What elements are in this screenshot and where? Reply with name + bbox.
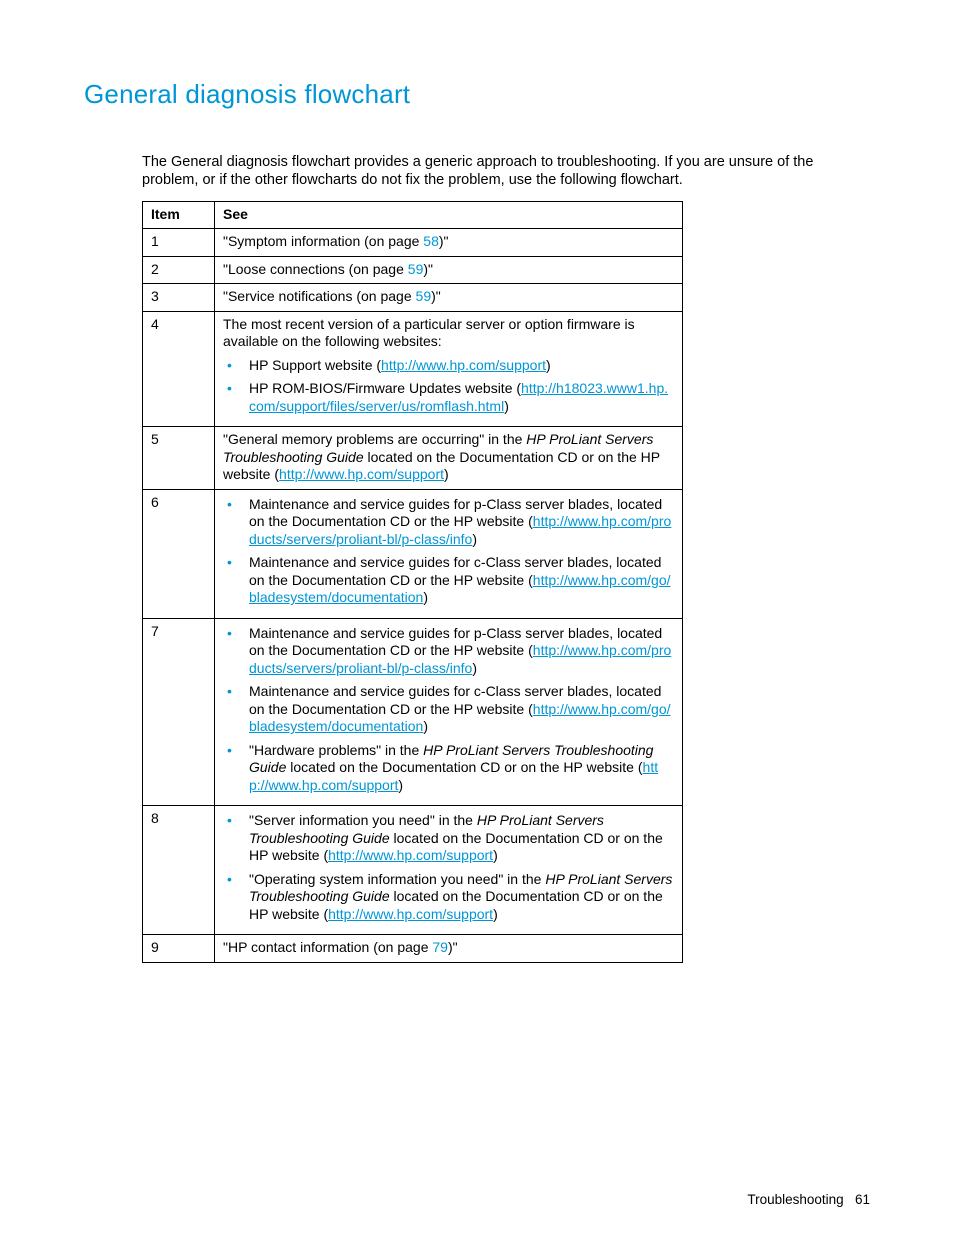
cell-see: The most recent version of a particular … [215,311,683,427]
text: "Loose connections (on page [223,261,408,277]
cell-see: "Server information you need" in the HP … [215,806,683,935]
text: ) [493,906,498,922]
text: located on the Documentation CD or on th… [286,759,642,775]
text: ) [423,589,428,605]
cell-item: 3 [143,284,215,312]
table-row: 9 "HP contact information (on page 79)" [143,935,683,963]
table-row: 3 "Service notifications (on page 59)" [143,284,683,312]
text: ) [493,847,498,863]
cell-item: 8 [143,806,215,935]
list-item: "Hardware problems" in the HP ProLiant S… [223,742,674,795]
support-link[interactable]: http://www.hp.com/support [328,906,493,922]
text: ) [472,531,477,547]
list-item: Maintenance and service guides for c-Cla… [223,554,674,607]
table-row: 8 "Server information you need" in the H… [143,806,683,935]
cell-see: "Service notifications (on page 59)" [215,284,683,312]
cell-see: "Loose connections (on page 59)" [215,256,683,284]
footer-page: 61 [855,1192,870,1207]
text: "Server information you need" in the [249,812,477,828]
text: "Symptom information (on page [223,233,423,249]
text: ) [444,466,449,482]
list-item: Maintenance and service guides for p-Cla… [223,496,674,549]
col-see-header: See [215,201,683,229]
text: "Hardware problems" in the [249,742,423,758]
text: ) [546,357,551,373]
cell-item: 4 [143,311,215,427]
reference-table: Item See 1 "Symptom information (on page… [142,201,683,963]
cell-item: 9 [143,935,215,963]
cell-item: 7 [143,618,215,806]
cell-item: 1 [143,229,215,257]
cell-see: Maintenance and service guides for p-Cla… [215,489,683,618]
page-footer: Troubleshooting 61 [747,1192,870,1209]
cell-item: 5 [143,427,215,490]
text: "HP contact information (on page [223,939,432,955]
cell-see: "HP contact information (on page 79)" [215,935,683,963]
table-row: 4 The most recent version of a particula… [143,311,683,427]
text: ) [423,718,428,734]
list-item: "Server information you need" in the HP … [223,812,674,865]
col-item-header: Item [143,201,215,229]
list-item: HP ROM-BIOS/Firmware Updates website (ht… [223,380,674,415]
text: "Service notifications (on page [223,288,416,304]
table-header-row: Item See [143,201,683,229]
text: ) [504,398,509,414]
page-ref[interactable]: 59 [416,288,432,304]
page-ref[interactable]: 59 [408,261,424,277]
text: "Operating system information you need" … [249,871,545,887]
table-row: 2 "Loose connections (on page 59)" [143,256,683,284]
list-item: Maintenance and service guides for c-Cla… [223,683,674,736]
list-item: Maintenance and service guides for p-Cla… [223,625,674,678]
list-item: "Operating system information you need" … [223,871,674,924]
cell-see: "Symptom information (on page 58)" [215,229,683,257]
table-row: 6 Maintenance and service guides for p-C… [143,489,683,618]
text: )" [448,939,458,955]
support-link[interactable]: http://www.hp.com/support [279,466,444,482]
table-row: 5 "General memory problems are occurring… [143,427,683,490]
page-ref[interactable]: 79 [432,939,448,955]
text: ) [472,660,477,676]
cell-see: Maintenance and service guides for p-Cla… [215,618,683,806]
text: ) [398,777,403,793]
cell-item: 6 [143,489,215,618]
page-title: General diagnosis flowchart [84,78,870,111]
text: HP Support website ( [249,357,381,373]
cell-see: "General memory problems are occurring" … [215,427,683,490]
text: )" [423,261,433,277]
lead-text: The most recent version of a particular … [223,316,674,351]
footer-section: Troubleshooting [747,1192,843,1207]
table-row: 7 Maintenance and service guides for p-C… [143,618,683,806]
table-row: 1 "Symptom information (on page 58)" [143,229,683,257]
list-item: HP Support website (http://www.hp.com/su… [223,357,674,375]
text: )" [439,233,449,249]
support-link[interactable]: http://www.hp.com/support [328,847,493,863]
support-link[interactable]: http://www.hp.com/support [381,357,546,373]
text: "General memory problems are occurring" … [223,431,526,447]
intro-paragraph: The General diagnosis flowchart provides… [142,153,870,189]
text: HP ROM-BIOS/Firmware Updates website ( [249,380,521,396]
page-ref[interactable]: 58 [423,233,439,249]
text: )" [431,288,441,304]
cell-item: 2 [143,256,215,284]
